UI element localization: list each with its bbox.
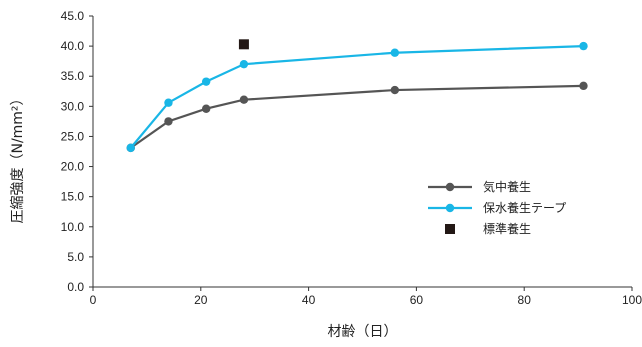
data-point <box>390 48 400 57</box>
plot-area <box>126 39 588 153</box>
x-tick-label: 100 <box>622 293 642 307</box>
data-point <box>239 95 249 104</box>
y-tick-label: 20.0 <box>61 160 85 174</box>
legend-label: 気中養生 <box>483 179 531 194</box>
series-0 <box>126 81 588 153</box>
legend-swatch <box>445 203 455 213</box>
y-axis-ticks: 0.0 5.0 10.0 15.0 20.0 25.0 30.0 35.0 40.0 45.0 <box>61 9 93 294</box>
x-tick-label: 80 <box>518 293 532 307</box>
x-axis-ticks: 0 20 40 60 80 100 <box>90 287 642 307</box>
series-2 <box>238 39 249 50</box>
data-point <box>164 117 173 126</box>
legend-item: 気中養生 <box>428 179 531 194</box>
y-tick-label: 25.0 <box>61 129 85 143</box>
series-line <box>130 84 584 149</box>
legend-label: 保水養生テープ <box>483 200 566 215</box>
x-tick-label: 40 <box>302 293 316 307</box>
data-point <box>390 85 400 95</box>
data-point <box>579 81 588 91</box>
data-point <box>239 59 249 69</box>
x-axis-title: 材齢（日） <box>328 324 398 340</box>
data-point <box>164 98 173 107</box>
legend-item: 標準養生 <box>445 221 531 236</box>
y-axis-title: 圧縮強度（N/mm²） <box>10 91 26 223</box>
series-line <box>129 45 584 149</box>
y-tick-label: 45.0 <box>61 9 85 23</box>
y-tick-label: 15.0 <box>61 190 85 204</box>
y-tick-label: 30.0 <box>61 99 85 113</box>
x-tick-label: 20 <box>194 293 208 307</box>
legend-item: 保水養生テープ <box>428 200 566 215</box>
data-point <box>126 143 135 153</box>
y-tick-label: 0.0 <box>67 280 84 294</box>
data-point <box>201 104 211 113</box>
axes <box>92 16 632 288</box>
y-tick-label: 5.0 <box>67 250 84 264</box>
data-point <box>579 41 588 51</box>
series-1 <box>126 41 588 153</box>
legend-label: 標準養生 <box>483 221 531 236</box>
data-point <box>201 77 211 86</box>
legend-swatch <box>445 182 455 192</box>
data-point <box>238 39 249 50</box>
x-tick-label: 60 <box>410 293 424 307</box>
y-tick-label: 35.0 <box>61 69 85 83</box>
x-tick-label: 0 <box>90 293 97 307</box>
y-tick-label: 40.0 <box>61 39 85 53</box>
y-tick-label: 10.0 <box>61 220 85 234</box>
legend-swatch <box>445 224 455 234</box>
